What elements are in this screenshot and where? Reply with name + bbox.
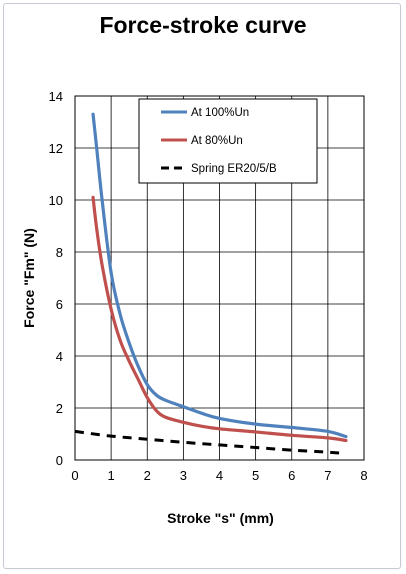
y-tick-label: 2 <box>56 401 63 416</box>
x-tick-label: 1 <box>108 468 115 483</box>
x-tick-label: 5 <box>252 468 259 483</box>
series-line-2 <box>91 195 348 443</box>
legend: At 100%Un At 80%Un Spring ER20/5/B <box>138 98 318 184</box>
series-lines <box>74 112 348 455</box>
y-tick-label: 4 <box>56 349 63 364</box>
y-axis-label: Force "Fm" (N) <box>21 228 37 328</box>
chart-frame <box>3 3 401 569</box>
y-tick-label: 8 <box>56 245 63 260</box>
x-tick-label: 2 <box>144 468 151 483</box>
chart-title: Force-stroke curve <box>99 12 307 38</box>
plot-area <box>74 95 365 461</box>
x-axis-label: Stroke "s" (mm) <box>167 510 274 526</box>
y-tick-label: 12 <box>49 141 63 156</box>
y-tick-label: 14 <box>49 89 63 104</box>
legend-label-3: Spring ER20/5/B <box>191 163 277 175</box>
x-tick-label: 6 <box>288 468 295 483</box>
y-tick-label: 0 <box>56 453 63 468</box>
y-tick-label: 6 <box>56 297 63 312</box>
x-tick-label: 4 <box>216 468 223 483</box>
x-tick-label: 3 <box>180 468 187 483</box>
series-line-3 <box>74 429 347 455</box>
x-tick-label: 0 <box>71 468 78 483</box>
y-tick-label: 10 <box>49 193 63 208</box>
x-tick-label: 8 <box>360 468 367 483</box>
legend-label-2: At 80%Un <box>191 135 243 147</box>
x-tick-label: 7 <box>324 468 331 483</box>
legend-label-1: At 100%Un <box>191 107 249 119</box>
series-line-1 <box>91 112 348 439</box>
